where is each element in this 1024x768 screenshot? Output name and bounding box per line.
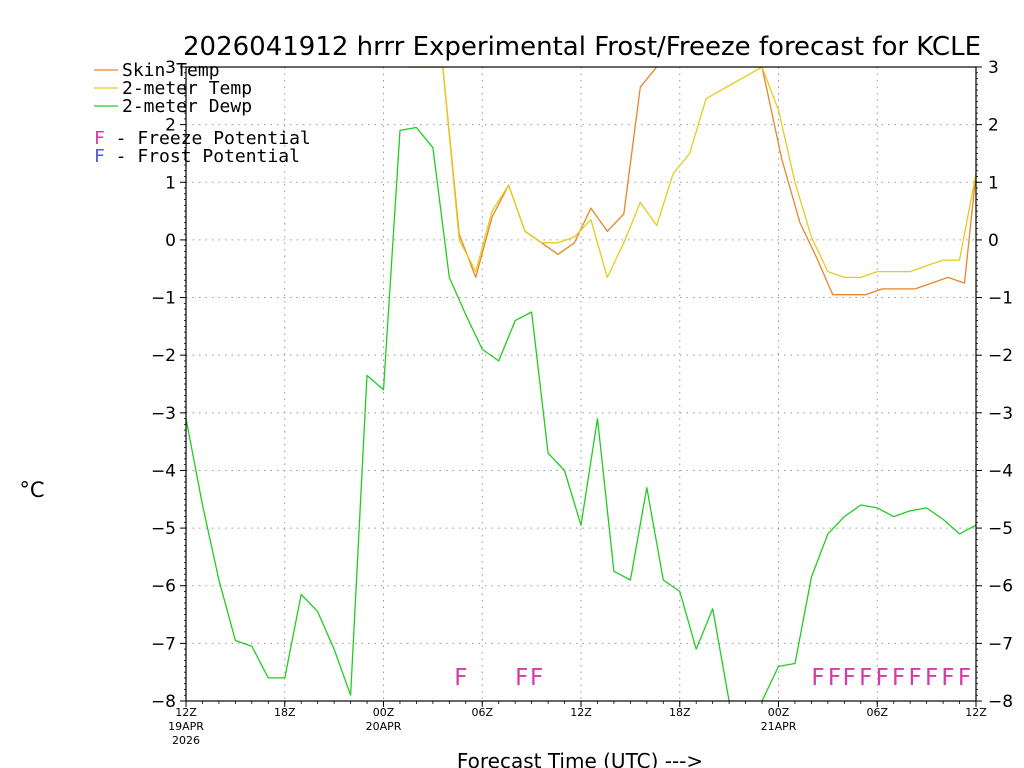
y-tick-label-right: −5 (988, 519, 1013, 539)
y-tick-label-right: 0 (988, 231, 999, 251)
freeze-flag: F (811, 665, 824, 691)
series-2-meter-temp (409, 67, 976, 279)
y-axis-label: °C (19, 478, 44, 502)
x-date-label: 21APR (761, 720, 797, 733)
y-tick-label-right: 2 (988, 116, 999, 136)
freeze-flag: F (908, 665, 921, 691)
y-tick-label-right: −6 (988, 577, 1013, 597)
x-tick-label: 12Z (570, 706, 592, 719)
axis-ticks: −8 −8 −7 −7 −6 −6 −5 −5 −4 −4 −3 −3 −2 −2 −1 −1 0 0 1 1 2 2 3 3… (151, 58, 1013, 747)
chart-title: 2026041912 hrrr Experimental Frost/Freez… (183, 32, 981, 62)
freeze-flag: F (859, 665, 872, 691)
x-tick-label: 12Z (965, 706, 987, 719)
freeze-flag: F (843, 665, 856, 691)
series-skin-temp (409, 67, 976, 296)
freeze-flag: F (958, 665, 971, 691)
y-tick-label-right: −4 (988, 461, 1013, 481)
y-tick-label: −8 (151, 692, 176, 712)
freeze-flag: F (515, 665, 528, 691)
y-tick-label-right: −2 (988, 346, 1013, 366)
y-tick-label: −6 (151, 577, 176, 597)
y-tick-label: 0 (165, 231, 176, 251)
y-tick-label: −5 (151, 519, 176, 539)
y-tick-label: −2 (151, 346, 176, 366)
y-tick-label: 1 (165, 173, 176, 193)
freeze-flag: F (454, 665, 467, 691)
x-date-label: 19APR (168, 720, 204, 733)
y-tick-label-right: 1 (988, 173, 999, 193)
x-year-label: 2026 (172, 734, 200, 747)
y-tick-label: −7 (151, 634, 176, 654)
plot-frame (185, 66, 977, 702)
series-2-meter-dewp (186, 126, 976, 701)
legend-label: 2-meter Temp (122, 78, 252, 99)
x-tick-label: 06Z (866, 706, 888, 719)
x-tick-label: 00Z (373, 706, 395, 719)
x-date-label: 20APR (366, 720, 402, 733)
y-tick-label-right: −3 (988, 404, 1013, 424)
y-tick-label: −1 (151, 289, 176, 309)
y-tick-label: −4 (151, 461, 176, 481)
y-tick-label-right: −8 (988, 692, 1013, 712)
y-tick-label-right: −7 (988, 634, 1013, 654)
y-tick-label: 2 (165, 116, 176, 136)
series-group (186, 67, 976, 701)
x-tick-label: 12Z (175, 706, 197, 719)
freeze-flag: F (876, 665, 889, 691)
freeze-flag: F (925, 665, 938, 691)
y-tick-label-right: −1 (988, 289, 1013, 309)
y-tick-label: 3 (165, 58, 176, 78)
freeze-flag: F (530, 665, 543, 691)
legend-label: 2-meter Dewp (122, 96, 252, 117)
x-tick-label: 18Z (274, 706, 296, 719)
x-axis-label: Forecast Time (UTC) ---> (457, 749, 703, 768)
gridlines (186, 67, 976, 701)
y-tick-label: −3 (151, 404, 176, 424)
x-tick-label: 00Z (768, 706, 790, 719)
freeze-flag: F (892, 665, 905, 691)
y-tick-label-right: 3 (988, 58, 999, 78)
x-tick-label: 18Z (669, 706, 691, 719)
freeze-flag: F (941, 665, 954, 691)
legend-label: Skin Temp (122, 60, 220, 81)
freeze-flag: F (828, 665, 841, 691)
legend-label: F - Frost Potential (94, 146, 300, 167)
legend-label: F - Freeze Potential (94, 128, 311, 149)
x-tick-label: 06Z (471, 706, 493, 719)
